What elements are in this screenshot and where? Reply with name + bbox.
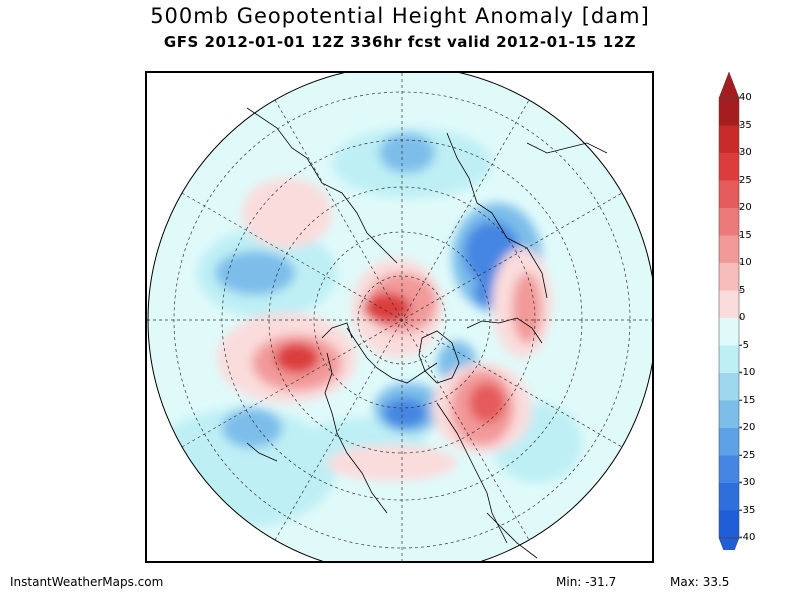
colorbar-segment xyxy=(719,400,739,429)
mid-blue-pacific-low xyxy=(222,408,282,448)
colorbar-tick-label: 20 xyxy=(739,202,752,213)
colorbar-tick-label: -25 xyxy=(739,449,756,461)
asia-coast xyxy=(246,107,398,264)
north-america-west-coast xyxy=(324,352,388,514)
colorbar-segment xyxy=(719,428,739,456)
light-red-usa-south xyxy=(327,445,457,481)
colorbar-segment xyxy=(719,290,739,319)
meridian-diagonal-d xyxy=(274,99,530,541)
polar-stereographic-map xyxy=(147,73,652,561)
colorbar xyxy=(700,70,790,565)
colorbar-tick-label: -10 xyxy=(739,367,756,378)
polar-map-panel xyxy=(145,71,654,563)
colorbar-segment xyxy=(719,235,739,264)
north-america-east-coast xyxy=(436,402,508,544)
colorbar-tick-label: -40 xyxy=(739,532,756,543)
max-value: 33.5 xyxy=(702,575,730,589)
colorbar-segment xyxy=(719,125,739,154)
anomaly-blobs xyxy=(148,128,582,528)
asia-east-coast xyxy=(526,142,608,154)
colorbar-segment xyxy=(719,318,739,346)
bering-coast xyxy=(321,322,353,339)
colorbar-tick-label: 40 xyxy=(739,92,752,103)
colorbar-tick-label: 30 xyxy=(739,147,752,158)
colorbar-segment xyxy=(719,153,739,181)
meridians xyxy=(147,73,652,561)
colorbar-tick-label: -30 xyxy=(739,477,756,488)
max-label: Max: xyxy=(670,575,699,589)
map-subtitle: GFS 2012-01-01 12Z 336hr fcst valid 2012… xyxy=(163,33,637,51)
colorbar-segment xyxy=(719,483,739,511)
colorbar-graphic xyxy=(718,71,742,565)
siberia-coast xyxy=(446,132,548,299)
south-america-coast xyxy=(486,512,538,559)
colorbar-bottom-arrow xyxy=(718,537,740,565)
anomaly-field xyxy=(148,73,652,561)
deep-red-alaska-core xyxy=(275,343,319,373)
deep-red-arctic-core xyxy=(363,293,411,323)
deep-red-atlantic-core xyxy=(469,383,505,423)
deep-blue-hudson-core xyxy=(383,398,427,428)
colorbar-segment xyxy=(719,180,739,209)
light-red-east-siberia xyxy=(242,178,332,248)
colorbar-tick-label: 15 xyxy=(739,229,752,241)
colorbar-tick-label: 25 xyxy=(739,174,752,186)
coastlines xyxy=(246,107,608,559)
colorbar-tick-label: -5 xyxy=(739,339,749,351)
map-title: 500mb Geopotential Height Anomaly [dam] xyxy=(150,4,650,28)
max-readout: Max: 33.5 xyxy=(670,575,729,589)
colorbar-segment xyxy=(719,455,739,484)
mid-blue-north-pacific xyxy=(215,251,295,295)
colorbar-segment xyxy=(719,373,739,401)
map-disk-edge xyxy=(147,73,652,561)
colorbar-tick-label: -15 xyxy=(739,394,756,406)
min-readout: Min: -31.7 xyxy=(556,575,616,589)
min-value: -31.7 xyxy=(585,575,617,589)
colorbar-segment xyxy=(719,510,739,539)
colorbar-tick-label: 5 xyxy=(739,284,746,296)
min-label: Min: xyxy=(556,575,582,589)
hawaii-islands xyxy=(246,442,278,462)
mid-red-europe-west xyxy=(512,273,542,343)
colorbar-tick-label: 0 xyxy=(739,312,746,323)
colorbar-segment xyxy=(719,345,739,374)
greenland-outline xyxy=(418,330,460,384)
colorbar-tick-label: -20 xyxy=(739,422,756,433)
colorbar-segment xyxy=(719,263,739,291)
europe-north-coast xyxy=(466,317,543,344)
colorbar-top-arrow xyxy=(718,71,740,99)
colorbar-tick-label: 35 xyxy=(739,119,752,131)
canada-arctic-coast xyxy=(346,327,438,384)
colorbar-tick-label: 10 xyxy=(739,257,752,268)
site-credit: InstantWeatherMaps.com xyxy=(10,575,164,589)
colorbar-tick-label: -35 xyxy=(739,504,756,516)
colorbar-segment xyxy=(719,98,739,126)
mid-blue-north-siberia xyxy=(379,133,435,173)
colorbar-segment xyxy=(719,208,739,236)
